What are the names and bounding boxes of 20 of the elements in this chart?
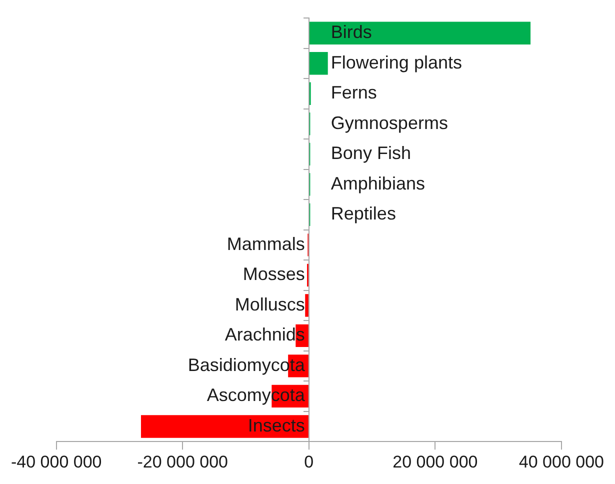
x-tick-label: 0 [304, 452, 314, 472]
y-tick-label: Mosses [242, 264, 305, 284]
bar [305, 294, 308, 317]
y-tick-label: Gymnosperms [330, 112, 448, 133]
y-tick-label: Reptiles [330, 204, 396, 224]
y-tick-label: Mammals [226, 234, 305, 254]
y-tick-label: Bony Fish [330, 143, 411, 164]
x-tick-label: -40 000 000 [10, 452, 102, 472]
y-tick-label: Birds [330, 22, 372, 42]
y-tick-label: Molluscs [234, 294, 305, 314]
y-tick-label: Insects [248, 415, 305, 436]
x-tick-label: 40 000 000 [518, 452, 604, 472]
y-tick-label: Amphibians [330, 173, 425, 194]
y-tick-label: Ferns [330, 82, 377, 103]
bar [309, 52, 328, 75]
y-tick-label: Flowering plants [330, 52, 462, 72]
x-tick-label: 20 000 000 [392, 452, 478, 472]
x-tick-label: -20 000 000 [137, 452, 228, 472]
bar [309, 22, 531, 44]
bar [140, 415, 308, 438]
